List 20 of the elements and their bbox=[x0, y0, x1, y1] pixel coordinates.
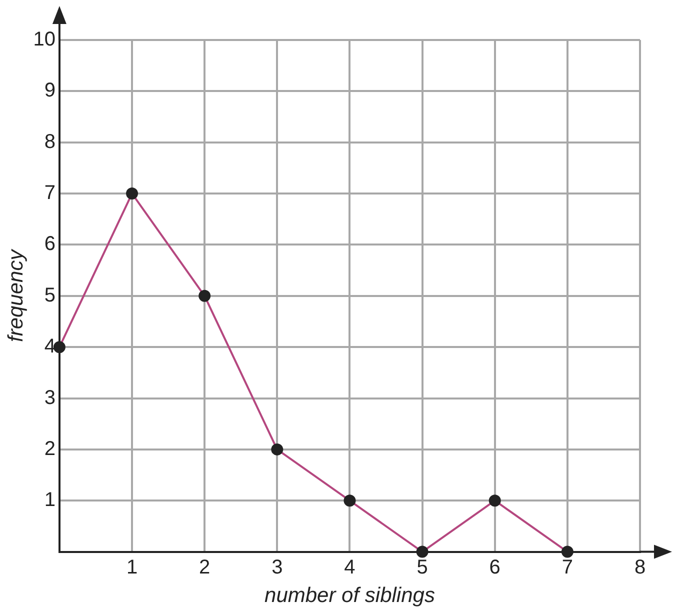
y-tick-label: 2 bbox=[44, 438, 56, 460]
x-tick-label: 6 bbox=[489, 556, 500, 578]
x-tick-label: 2 bbox=[199, 556, 210, 578]
y-tick-label: 8 bbox=[44, 130, 56, 153]
y-tick-label: 3 bbox=[44, 386, 56, 409]
x-tick-label: 3 bbox=[272, 556, 283, 578]
x-axis-title: number of siblings bbox=[264, 584, 436, 608]
x-tick-label: 8 bbox=[634, 556, 646, 578]
y-tick-label: 7 bbox=[44, 182, 56, 204]
y-tick-label: 9 bbox=[44, 80, 56, 102]
y-tick-label: 5 bbox=[44, 284, 56, 306]
y-tick-label: 1 bbox=[44, 489, 56, 512]
y-tick-label: 4 bbox=[44, 336, 56, 358]
x-tick-label: 5 bbox=[416, 556, 428, 578]
y-tick-label: 10 bbox=[33, 28, 56, 51]
x-tick-label: 4 bbox=[344, 556, 356, 578]
x-tick-label: 1 bbox=[126, 556, 138, 578]
y-axis-title: frequency bbox=[4, 248, 28, 342]
x-tick-label: 7 bbox=[562, 556, 573, 578]
y-tick-label: 6 bbox=[44, 233, 56, 256]
